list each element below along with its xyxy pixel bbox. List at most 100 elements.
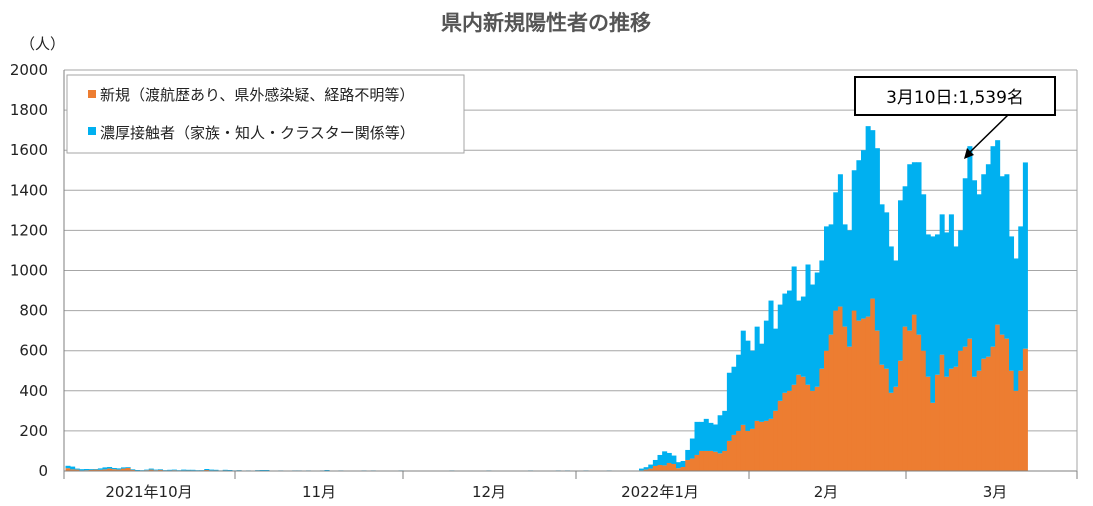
bar-close-contact (851, 170, 857, 311)
bar-new (962, 346, 968, 471)
bar-close-contact (167, 469, 173, 471)
bar-close-contact (828, 224, 834, 335)
bar-close-contact (79, 469, 85, 471)
bar-close-contact (967, 146, 973, 339)
legend-swatch-close-contact (88, 127, 96, 135)
bar-close-contact (116, 468, 122, 470)
x-tick-label: 2月 (814, 483, 839, 501)
bar-new (828, 334, 834, 471)
bar-close-contact (185, 469, 191, 471)
bar-new (70, 469, 76, 471)
bar-close-contact (726, 372, 732, 441)
y-tick-label: 800 (19, 302, 48, 320)
bar-new (65, 468, 71, 471)
bar-close-contact (111, 467, 117, 470)
x-tick-label: 2021年10月 (105, 483, 192, 501)
bar-close-contact (985, 164, 991, 357)
bar-close-contact (819, 260, 825, 369)
bar-close-contact (865, 126, 871, 317)
bar-close-contact (190, 469, 196, 471)
bar-new (713, 451, 719, 471)
bar-close-contact (158, 469, 164, 470)
bar-new (731, 434, 737, 471)
bar-new (671, 463, 677, 471)
bar-close-contact (676, 462, 682, 469)
bar-new (796, 374, 802, 471)
y-tick-label: 2000 (10, 61, 48, 79)
bar-close-contact (65, 465, 71, 469)
bar-new (740, 424, 746, 471)
y-tick-label: 1400 (10, 181, 48, 199)
bar-new (1018, 370, 1024, 471)
bar-close-contact (990, 146, 996, 347)
bar-close-contact (805, 264, 811, 385)
bar-close-contact (787, 290, 793, 391)
bar-new (93, 469, 99, 471)
bar-new (976, 370, 982, 471)
bar-close-contact (1018, 226, 1024, 371)
bar-new (791, 384, 797, 471)
bar-close-contact (1004, 174, 1010, 339)
y-axis-unit: （人） (20, 35, 65, 53)
bar-close-contact (171, 469, 177, 471)
bar-close-contact (930, 236, 936, 403)
x-tick-label: 12月 (472, 483, 506, 501)
bar-new (121, 468, 127, 471)
bar-close-contact (125, 467, 131, 468)
y-tick-label: 0 (38, 462, 48, 480)
bar-close-contact (93, 469, 99, 470)
bar-new (847, 346, 853, 471)
bar-new (703, 450, 709, 471)
bar-new (643, 469, 649, 471)
legend-swatch-new (88, 90, 96, 98)
bar-close-contact (995, 140, 1001, 325)
bar-close-contact (121, 467, 127, 469)
bar-close-contact (97, 468, 103, 470)
bar-new (944, 376, 950, 471)
bar-new (763, 420, 769, 472)
bar-new (777, 400, 783, 471)
bar-new (985, 356, 991, 471)
bar-new (97, 469, 103, 471)
bar-close-contact (204, 469, 210, 470)
bar-new (953, 366, 959, 471)
bar-close-contact (731, 366, 737, 435)
bar-close-contact (810, 284, 816, 391)
bar-new (837, 306, 843, 471)
bar-new (759, 421, 765, 471)
bar-close-contact (680, 460, 686, 467)
bar-new (773, 410, 779, 471)
bar-close-contact (953, 246, 959, 367)
bar-close-contact (745, 340, 751, 431)
bar-new (1022, 348, 1028, 471)
bar-new (865, 316, 871, 471)
bar-close-contact (796, 300, 802, 375)
bar-close-contact (1009, 236, 1015, 371)
bar-close-contact (685, 449, 691, 460)
bar-close-contact (148, 468, 154, 470)
bar-new (856, 320, 862, 472)
bar-new (824, 350, 830, 471)
bar-close-contact (921, 194, 927, 351)
bar-new (111, 469, 117, 471)
legend-label-close-contact: 濃厚接触者（家族・知人・クラスター関係等） (100, 124, 415, 142)
bar-close-contact (763, 320, 769, 421)
bar-close-contact (768, 300, 774, 419)
bar-close-contact (902, 186, 908, 327)
bar-close-contact (689, 438, 695, 459)
bar-close-contact (736, 354, 742, 431)
bar-new (782, 392, 788, 471)
bar-new (814, 386, 820, 471)
bar-new (981, 358, 987, 471)
bar-new (736, 430, 742, 471)
bar-new (680, 466, 686, 471)
bar-new (916, 334, 922, 471)
bar-close-contact (722, 410, 728, 451)
y-tick-label: 1000 (10, 262, 48, 280)
bar-new (125, 467, 131, 471)
bar-close-contact (861, 150, 867, 319)
bar-new (148, 469, 154, 471)
bar-new (158, 469, 164, 471)
bar-new (88, 469, 94, 471)
grid-lines (64, 69, 1077, 432)
